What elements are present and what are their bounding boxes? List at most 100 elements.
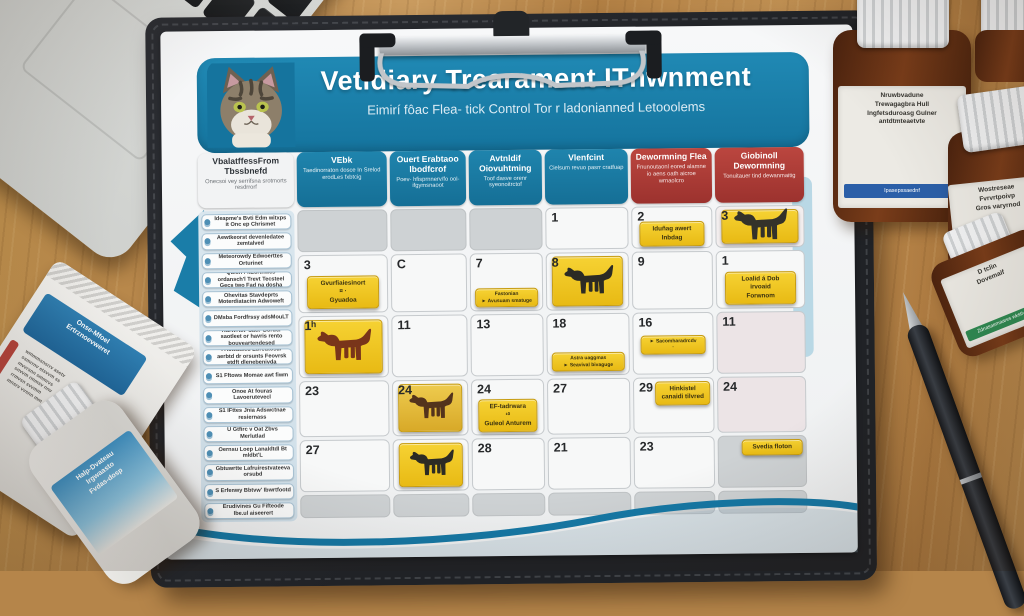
column-header: Giobinoll Dewormning Tonuitauer tind dewa… — [714, 146, 805, 203]
day-number: 3 — [721, 208, 729, 223]
day-number: 1 — [721, 253, 729, 268]
calendar-cell: 8 — [545, 251, 630, 311]
reminder-sticker: Astra uaggmas ► Seavival bivaguge — [551, 351, 625, 372]
legend-item-label: Gbtuwrtte Lafruirestvateeva orsubd — [215, 465, 291, 479]
sticker-text-line: Gyuadoa — [329, 296, 357, 304]
legend-item: Meteorowdy Edwoerttes Orturinet — [201, 251, 292, 269]
legend-item-label: S1 Fftows Momae awt fiwm — [215, 372, 289, 380]
paw-bullet-icon — [204, 219, 211, 226]
legend-item: DMsba Fordfrssy adsMouLT — [202, 309, 293, 327]
paw-bullet-icon — [204, 257, 211, 264]
sticker-text-line: canaidi tilvred — [661, 393, 704, 401]
legend-item: Ideapme's Bvti Edm witxps it Onc ep Chri… — [201, 213, 292, 231]
bottle-glass — [975, 30, 1024, 82]
calendar-cell: 24 — [716, 375, 807, 433]
legend-item-label: Oernsu Loep Lanaldtdl Bt mldbt'L — [218, 446, 287, 459]
legend-item-label: I Aowatsed Ebredtosur aerbtd dr orsunts … — [217, 348, 287, 366]
column-header-subtext: Tonuitauer tind dewanmaitig — [723, 172, 796, 180]
sidebar-legend: Ideapme's Bvti Edm witxps it Onc ep Chri… — [198, 210, 298, 523]
clip-wire-lever — [377, 50, 646, 89]
column-headers: VbalatffessFrom Tbssbnefd Onecsoi vey ser… — [197, 146, 805, 209]
legend-item: Aewtkeorst devenledatee zemtalved — [201, 232, 292, 250]
legend-item-label: Quich FkEorthwes ordansch'l Trevt Tecste… — [217, 271, 285, 289]
day-number: 1 — [551, 210, 559, 225]
legend-item: S1 Fftows Momae awt fiwm — [202, 367, 294, 385]
day-number: 28 — [477, 441, 492, 456]
paw-bullet-icon — [207, 488, 214, 495]
reminder-sticker — [398, 442, 464, 488]
calendar-cell: 27 — [299, 439, 391, 493]
calendar-cell: 16 ► Sacomharadrcdv · — [632, 311, 714, 375]
column-header-subtext: Taedinorraton dosce In Srelod erodLes fx… — [303, 167, 381, 181]
reminder-sticker: Svedia floton — [742, 438, 803, 456]
legend-item-label: Kurtvrtst 'Sact' Border saotleet or havr… — [220, 328, 283, 346]
label-line: Nruwbvadune — [880, 92, 924, 99]
reminder-sticker — [551, 255, 624, 307]
day-number: C — [396, 257, 406, 272]
paw-bullet-icon — [206, 392, 213, 399]
paw-bullet-icon — [205, 354, 212, 361]
day-number: 11 — [722, 314, 736, 329]
day-number: 1ʰ — [304, 319, 317, 334]
column-header-label: Giobinoll Dewormning — [733, 150, 786, 171]
calendar-cell: 1ʰ — [298, 315, 389, 379]
reminder-sticker: Iduñag awert Inbdag — [639, 221, 705, 247]
column-header-subtext: Toof dasve orenr syeonoitrctof — [483, 175, 528, 189]
calendar-cell: 13 — [470, 313, 544, 377]
day-number: 23 — [639, 439, 654, 454]
bottle-label-text: Nruwbvadune Trewagagbra Hull Ingfetsduroas… — [838, 92, 966, 127]
day-number: 24 — [477, 382, 492, 397]
paw-bullet-icon — [204, 277, 211, 284]
reminder-sticker: Gvurfiaiesinort ¤ · Gyuadoa — [306, 275, 380, 309]
calendar-cell — [390, 208, 467, 252]
legend-item-label: S1 IFttes Jnia Adswctnae resiernass — [218, 407, 286, 421]
column-header: Dewormning Flea Fnunoutaonl eored alamne … — [630, 147, 713, 204]
day-number: 27 — [305, 443, 320, 458]
bottle-cap — [956, 84, 1024, 154]
calendar-cell: Svedia floton — [717, 434, 808, 488]
legend-item-label: Aewtkeorst devenledatee zemtalved — [216, 234, 285, 248]
legend-item-label: Ideapme's Bvti Edm witxps it Onc ep Chri… — [214, 215, 287, 229]
calendar-cell: 18 Astra uaggmas ► Seavival bivaguge — [546, 312, 630, 376]
column-header-label: Vlenfcint — [568, 152, 605, 163]
calendar-cell: C — [390, 253, 468, 313]
day-number: 21 — [553, 440, 568, 455]
legend-item: Kurtvrtst 'Sact' Border saotleet or havr… — [202, 328, 293, 346]
column-header-subtext: Fnunoutaonl eored alamne io aens oath ai… — [636, 163, 706, 185]
paw-bullet-icon — [206, 431, 213, 438]
reminder-sticker — [304, 319, 383, 375]
column-header-label: Avtnldif Oiovuhtming — [478, 152, 532, 174]
column-header-label: VEbk — [330, 154, 353, 165]
legend-item: Quich FkEorthwes ordansch'l Trevt Tecste… — [201, 271, 293, 289]
day-number: 16 — [638, 315, 653, 330]
calendar-grid: 1 2 Iduñag awert Inbdag 3 3 Gvurfiaiesinort ¤ … — [297, 204, 808, 521]
column-header: Vlenfcint Cielsum revuo pasrr cratfuap — [544, 148, 629, 205]
dog-icon — [409, 392, 453, 419]
medicine-bottle-top-right — [975, 0, 1024, 86]
calendar-cell — [297, 209, 388, 253]
cat-icon — [206, 62, 296, 148]
paw-bullet-icon — [206, 469, 213, 476]
legend-item-label: Onoe At fouras Lavoerutevecl — [231, 388, 273, 402]
reminder-sticker: EF-tadrwara ¹⁰ Guleol Anturem — [478, 399, 538, 433]
legend-item: Oernsu Loep Lanaldtdl Bt mldbt'L — [203, 444, 294, 462]
paw-bullet-icon — [206, 450, 213, 457]
sticker-text-line: ► Seavival bivaguge — [563, 361, 614, 368]
day-number: 13 — [476, 317, 491, 332]
bottle-label-stripe: Ipasepssaednf — [844, 184, 960, 198]
calendar-cell — [392, 438, 470, 492]
day-number: 23 — [305, 384, 320, 399]
paw-bullet-icon — [205, 296, 212, 303]
calendar-cell: 11 — [391, 314, 468, 378]
day-number: 8 — [551, 255, 559, 270]
sticker-text-line: Guleol Anturem — [484, 419, 532, 428]
calendar-cell: 7 Fastonian ► Avusuam smatuge — [469, 252, 544, 312]
calendar-cell: 23 — [298, 380, 390, 438]
reminder-sticker — [398, 383, 463, 433]
sticker-text-line: · — [672, 344, 675, 351]
legend-item-label: DMsba Fordfrssy adsMouLT — [213, 314, 289, 322]
clipboard: Vetidiary Trearament ITnwnment Eimirí fô… — [0, 0, 1024, 576]
legend-item: S Erfenwy Bbtvw' Ibwrtfootd — [204, 482, 295, 500]
calendar-cell: 3 — [715, 204, 805, 248]
reminder-sticker: Hinkistel canaidi tilvred — [655, 380, 711, 406]
